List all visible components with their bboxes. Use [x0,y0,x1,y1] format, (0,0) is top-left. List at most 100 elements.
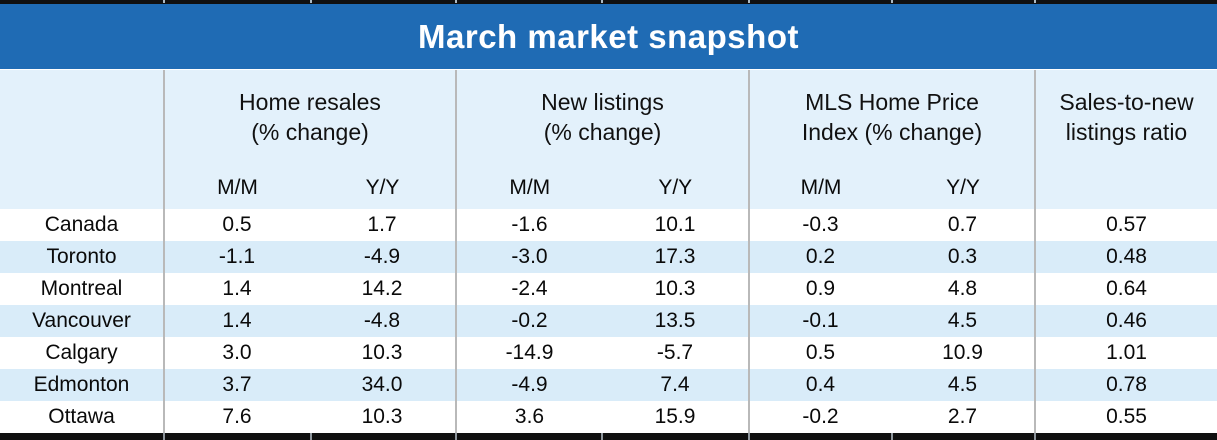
cell-value: -2.4 [455,273,602,305]
cell-value: -0.2 [748,401,891,433]
column-gridline-tick [455,0,457,3]
cell-value: 4.5 [947,309,978,332]
cell-value: 34.0 [361,373,403,396]
cell-region: Montreal [40,277,123,300]
cell-value: -1.1 [163,241,309,273]
cell-value: 1.7 [367,213,397,236]
cell-value: 10.3 [654,277,696,300]
column-group-title: MLS Home Price [805,89,979,115]
column-gridline-tick [163,433,165,440]
column-group-subtitle: Index (% change) [801,119,983,145]
column-gridline-tick [601,0,603,3]
cell-region: Edmonton [33,373,130,396]
table-row-calgary: Calgary 3.0 10.3 -14.9 -5.7 0.5 10.9 1.0… [0,337,1217,369]
subcolumn-labels: M/M Y/Y [165,176,455,209]
cell-value: 2.7 [947,405,978,428]
cell-value: 4.5 [947,373,978,396]
subcolumn-label-yy: Y/Y [946,176,980,199]
row-label-header-spacer [0,70,163,209]
cell-region: Toronto [46,245,117,268]
cell-value: 3.7 [163,369,309,401]
cell-value: 0.57 [1034,209,1217,241]
column-gridline-tick [310,0,312,3]
column-gridline-tick [601,433,603,440]
cell-value: 0.2 [748,241,891,273]
column-gridline-tick [1034,433,1036,440]
cell-value: 10.1 [654,213,696,236]
table-row-montreal: Montreal 1.4 14.2 -2.4 10.3 0.9 4.8 0.64 [0,273,1217,305]
column-group-subtitle: listings ratio [1065,119,1188,145]
column-gridline-tick [748,433,750,440]
cell-value: 3.0 [163,337,309,369]
cell-region: Ottawa [48,405,115,428]
cell-value: 10.3 [361,341,403,364]
column-gridline-tick [310,433,312,440]
subcolumn-label-mm: M/M [217,176,258,199]
table-body: Canada 0.5 1.7 -1.6 10.1 -0.3 0.7 0.57 T… [0,209,1217,433]
subcolumn-labels: M/M Y/Y [750,176,1034,209]
table-row-ottawa: Ottawa 7.6 10.3 3.6 15.9 -0.2 2.7 0.55 [0,401,1217,433]
table-row-edmonton: Edmonton 3.7 34.0 -4.9 7.4 0.4 4.5 0.78 [0,369,1217,401]
cell-value: 0.7 [947,213,978,236]
cell-value: -3.0 [455,241,602,273]
cell-value: -0.1 [748,305,891,337]
column-gridline-tick [1034,0,1036,3]
cell-value: -1.6 [455,209,602,241]
column-gridline-tick [455,433,457,440]
table-row-vancouver: Vancouver 1.4 -4.8 -0.2 13.5 -0.1 4.5 0.… [0,305,1217,337]
column-gridline-tick [748,0,750,3]
column-group-home-resales: Home resales (% change) M/M Y/Y [163,70,455,209]
cell-value: 3.6 [455,401,602,433]
column-group-new-listings: New listings (% change) M/M Y/Y [455,70,748,209]
column-group-subtitle: (% change) [543,119,662,145]
cell-value: 0.4 [748,369,891,401]
cell-value: 0.9 [748,273,891,305]
cell-value: 0.78 [1034,369,1217,401]
column-gridline-tick [163,0,165,3]
cell-value: -4.9 [455,369,602,401]
column-group-subtitle: (% change) [251,119,369,145]
cell-value: 0.48 [1034,241,1217,273]
subcolumn-label-mm: M/M [509,176,551,199]
cell-value: 7.6 [163,401,309,433]
bottom-crop-strip [0,433,1217,440]
cell-value: 0.55 [1034,401,1217,433]
column-group-title: Sales-to-new [1059,89,1194,115]
column-group-sales-to-new-ratio: Sales-to-new listings ratio [1034,70,1217,209]
cell-region: Vancouver [32,309,131,332]
subcolumn-labels: M/M Y/Y [457,176,748,209]
title-bar: March market snapshot [0,4,1217,70]
cell-value: -14.9 [455,337,602,369]
cell-value: 1.01 [1034,337,1217,369]
cell-value: 10.3 [361,405,403,428]
cell-region: Canada [44,213,119,236]
cell-value: 4.8 [947,277,978,300]
subcolumn-label-yy: Y/Y [365,176,400,199]
table-header: Home resales (% change) M/M Y/Y New list… [0,70,1217,209]
cell-value: 10.9 [942,341,983,364]
cell-value: 0.46 [1034,305,1217,337]
subcolumn-label-mm: M/M [800,176,842,199]
cell-value: 13.5 [654,309,696,332]
cell-value: 0.5 [748,337,891,369]
subcolumn-label-yy: Y/Y [658,176,693,199]
cell-value: 0.5 [163,209,309,241]
cell-value: 1.4 [163,305,309,337]
cell-value: -0.2 [455,305,602,337]
cell-value: 1.4 [163,273,309,305]
cell-value: 0.64 [1034,273,1217,305]
cell-value: -4.9 [363,245,401,268]
column-group-title: Home resales [239,89,381,115]
page-title: March market snapshot [418,17,799,55]
column-group-title: New listings [541,89,664,115]
cell-value: 7.4 [660,373,690,396]
column-gridline-tick [891,433,893,440]
top-crop-strip [0,0,1217,4]
column-group-mls-hpi: MLS Home Price Index (% change) M/M Y/Y [748,70,1034,209]
cell-value: -4.8 [363,309,401,332]
cell-value: 17.3 [654,245,696,268]
column-gridline-tick [891,0,893,3]
cell-value: 0.3 [947,245,978,268]
cell-value: -5.7 [656,341,694,364]
